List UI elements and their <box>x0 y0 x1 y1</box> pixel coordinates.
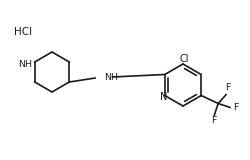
Text: NH: NH <box>18 60 32 69</box>
Text: NH: NH <box>104 73 118 83</box>
Text: HCl: HCl <box>14 27 32 37</box>
Text: N: N <box>160 92 167 103</box>
Text: Cl: Cl <box>178 54 188 64</box>
Text: F: F <box>224 83 230 92</box>
Text: F: F <box>211 116 216 125</box>
Text: F: F <box>232 103 238 112</box>
